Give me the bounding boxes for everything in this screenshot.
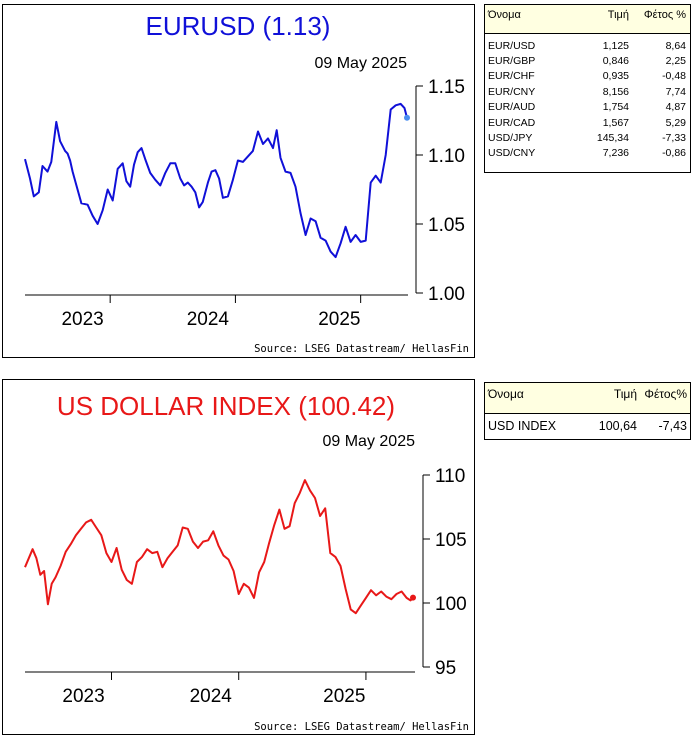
column-header-name: Όνομα xyxy=(488,9,521,21)
y-tick-label: 1.10 xyxy=(428,146,465,167)
column-header-price: Τιμή xyxy=(607,9,629,21)
column-header-ytd: Φέτος % xyxy=(643,9,686,21)
cell-ytd: 2,25 xyxy=(665,55,686,68)
cell-ytd: 5,29 xyxy=(665,116,686,129)
cell-name: USD INDEX xyxy=(488,419,557,433)
eurusd-chart-date: 09 May 2025 xyxy=(314,55,407,72)
cell-price: 8,156 xyxy=(602,85,629,98)
eurusd-chart-panel: EURUSD (1.13) 09 May 2025 1.00 1.05 1.10 1.… xyxy=(2,4,475,358)
x-tick-label: 2023 xyxy=(62,686,104,707)
cell-ytd: 8,64 xyxy=(665,39,686,52)
y-tick-label: 1.15 xyxy=(428,77,465,98)
eurusd-chart-title: EURUSD (1.13) xyxy=(146,11,331,41)
cell-name: EUR/CNY xyxy=(488,85,536,98)
cell-price: 0,846 xyxy=(602,55,629,68)
dollar-index-chart: US DOLLAR INDEX (100.42) 09 May 2025 95 1… xyxy=(24,391,469,733)
cell-ytd: -7,33 xyxy=(662,132,686,145)
table-row: EUR/CHF 0,935 -0,48 xyxy=(485,69,690,84)
column-header-name: Όνομα xyxy=(488,387,524,401)
cell-price: 100,64 xyxy=(598,419,637,433)
cell-name: EUR/GBP xyxy=(488,55,536,68)
cell-price: 145,34 xyxy=(596,132,629,145)
table-row: EUR/USD 1,125 8,64 xyxy=(485,38,690,53)
cell-price: 0,935 xyxy=(602,70,629,83)
cell-name: EUR/AUD xyxy=(488,101,536,114)
column-header-ytd: Φέτος% xyxy=(644,387,687,401)
eurusd-chart-source: Source: LSEG Datastream/ HellasFin xyxy=(254,343,469,355)
table-row: USD INDEX 100,64 -7,43 xyxy=(485,414,690,438)
dollar-index-chart-source: Source: LSEG Datastream/ HellasFin xyxy=(254,721,469,733)
x-tick-label: 2024 xyxy=(187,309,230,330)
last-value-marker xyxy=(404,114,410,121)
dollar-index-chart-panel: US DOLLAR INDEX (100.42) 09 May 2025 95 1… xyxy=(2,379,475,735)
cell-ytd: -0,86 xyxy=(662,147,686,160)
eurusd-chart: EURUSD (1.13) 09 May 2025 1.00 1.05 1.10 1.… xyxy=(24,11,469,355)
cell-price: 7,236 xyxy=(602,147,629,160)
cell-price: 1,125 xyxy=(602,39,629,52)
dollar-index-chart-date: 09 May 2025 xyxy=(322,433,415,450)
fx-rates-table: Όνομα Τιμή Φέτος % EUR/USD 1,125 8,64 EUR/… xyxy=(484,4,691,173)
x-tick-label: 2023 xyxy=(61,309,103,330)
cell-ytd: -0,48 xyxy=(662,70,686,83)
y-tick-label: 95 xyxy=(435,658,456,679)
table-row: EUR/CAD 1,567 5,29 xyxy=(485,115,690,130)
cell-ytd: 7,74 xyxy=(665,85,686,98)
cell-name: EUR/CAD xyxy=(488,116,536,129)
table-row: EUR/AUD 1,754 4,87 xyxy=(485,100,690,115)
x-tick-label: 2024 xyxy=(190,686,233,707)
y-tick-label: 1.05 xyxy=(428,215,465,236)
cell-ytd: 4,87 xyxy=(665,101,686,114)
column-header-price: Τιμή xyxy=(613,387,637,401)
y-tick-label: 110 xyxy=(435,466,465,487)
table-row: EUR/CNY 8,156 7,74 xyxy=(485,84,690,99)
y-tick-label: 105 xyxy=(435,530,467,551)
series-line xyxy=(24,479,414,615)
cell-ytd: -7,43 xyxy=(658,419,688,433)
cell-name: USD/JPY xyxy=(488,132,533,145)
dollar-index-table: Όνομα Τιμή Φέτος% USD INDEX 100,64 -7,43 xyxy=(484,382,691,440)
series-line xyxy=(24,102,408,259)
dollar-index-chart-title: US DOLLAR INDEX (100.42) xyxy=(57,391,395,421)
table-row: EUR/GBP 0,846 2,25 xyxy=(485,53,690,68)
y-tick-label: 1.00 xyxy=(428,284,465,305)
table-row: USD/CNY 7,236 -0,86 xyxy=(485,146,690,161)
x-tick-label: 2025 xyxy=(318,309,360,330)
cell-name: EUR/CHF xyxy=(488,70,535,83)
fx-table-header: Όνομα Τιμή Φέτος % xyxy=(485,5,690,34)
dollar-table-header: Όνομα Τιμή Φέτος% xyxy=(485,383,690,414)
cell-price: 1,754 xyxy=(602,101,629,114)
y-tick-label: 100 xyxy=(435,594,467,615)
last-value-marker xyxy=(410,594,416,601)
cell-name: EUR/USD xyxy=(488,39,536,52)
cell-name: USD/CNY xyxy=(488,147,536,160)
table-row: USD/JPY 145,34 -7,33 xyxy=(485,130,690,145)
x-tick-label: 2025 xyxy=(323,686,365,707)
cell-price: 1,567 xyxy=(602,116,629,129)
